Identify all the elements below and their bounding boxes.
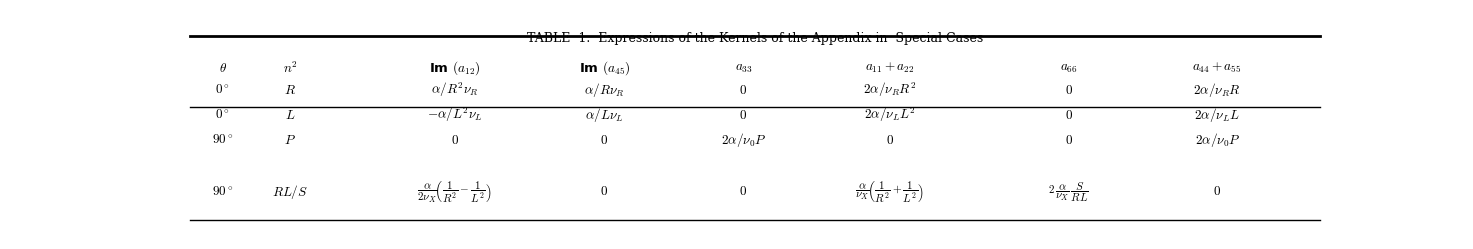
Text: $a_{66}$: $a_{66}$ xyxy=(1061,62,1078,75)
Text: $\alpha/R\nu_R$: $\alpha/R\nu_R$ xyxy=(583,81,625,99)
Text: $\alpha/R^2\nu_R$: $\alpha/R^2\nu_R$ xyxy=(432,81,479,99)
Text: $0$: $0$ xyxy=(600,186,608,198)
Text: $n^2$: $n^2$ xyxy=(283,61,298,76)
Text: $0$: $0$ xyxy=(739,109,747,122)
Text: $a_{44} + a_{55}$: $a_{44} + a_{55}$ xyxy=(1193,61,1242,75)
Text: $L$: $L$ xyxy=(286,109,296,122)
Text: $0$: $0$ xyxy=(885,134,894,147)
Text: $0$: $0$ xyxy=(1214,186,1221,198)
Text: $0$: $0$ xyxy=(600,134,608,147)
Text: Im $(a_{12})$: Im $(a_{12})$ xyxy=(429,59,480,77)
Text: $2\alpha/\nu_L L^2$: $2\alpha/\nu_L L^2$ xyxy=(863,106,916,124)
Text: $2\alpha/\nu_R R$: $2\alpha/\nu_R R$ xyxy=(1193,81,1242,99)
Text: $0$: $0$ xyxy=(1065,109,1072,122)
Text: Im $(a_{45})$: Im $(a_{45})$ xyxy=(579,59,630,77)
Text: $0$: $0$ xyxy=(739,84,747,97)
Text: $2\alpha/\nu_L L$: $2\alpha/\nu_L L$ xyxy=(1195,106,1240,124)
Text: $RL/S$: $RL/S$ xyxy=(273,183,308,201)
Text: $0^\circ$: $0^\circ$ xyxy=(215,108,230,122)
Text: $\alpha/L\nu_L$: $\alpha/L\nu_L$ xyxy=(585,106,623,124)
Text: TABLE  1.  Expressions of the Kernels of the Appendix in  Special Cases: TABLE 1. Expressions of the Kernels of t… xyxy=(527,32,982,45)
Text: $2\alpha/\nu_0 P$: $2\alpha/\nu_0 P$ xyxy=(720,131,766,149)
Text: $\theta$: $\theta$ xyxy=(219,62,227,75)
Text: $R$: $R$ xyxy=(284,84,296,97)
Text: $2\,\dfrac{\alpha}{\nu_{X}}\,\dfrac{S}{RL}$: $2\,\dfrac{\alpha}{\nu_{X}}\,\dfrac{S}{R… xyxy=(1049,180,1089,204)
Text: $0^\circ$: $0^\circ$ xyxy=(215,83,230,97)
Text: $\dfrac{\alpha}{\nu_{X}}\!\left(\dfrac{1}{R^2}+\dfrac{1}{L^2}\right)$: $\dfrac{\alpha}{\nu_{X}}\!\left(\dfrac{1… xyxy=(856,179,924,205)
Text: $a_{11} + a_{22}$: $a_{11} + a_{22}$ xyxy=(865,61,915,75)
Text: $-\alpha/L^2\nu_L$: $-\alpha/L^2\nu_L$ xyxy=(427,106,483,124)
Text: $0$: $0$ xyxy=(451,134,458,147)
Text: $2\alpha/\nu_R R^2$: $2\alpha/\nu_R R^2$ xyxy=(863,81,916,99)
Text: $0$: $0$ xyxy=(1065,84,1072,97)
Text: $90^\circ$: $90^\circ$ xyxy=(212,185,234,199)
Text: $2\alpha/\nu_0 P$: $2\alpha/\nu_0 P$ xyxy=(1195,131,1240,149)
Text: $\dfrac{\alpha}{2\nu_{X}}\!\left(\dfrac{1}{R^2}-\dfrac{1}{L^2}\right)$: $\dfrac{\alpha}{2\nu_{X}}\!\left(\dfrac{… xyxy=(417,179,492,205)
Text: $a_{33}$: $a_{33}$ xyxy=(735,62,753,75)
Text: $90^\circ$: $90^\circ$ xyxy=(212,133,234,147)
Text: $0$: $0$ xyxy=(1065,134,1072,147)
Text: $0$: $0$ xyxy=(739,186,747,198)
Text: $P$: $P$ xyxy=(284,134,296,147)
